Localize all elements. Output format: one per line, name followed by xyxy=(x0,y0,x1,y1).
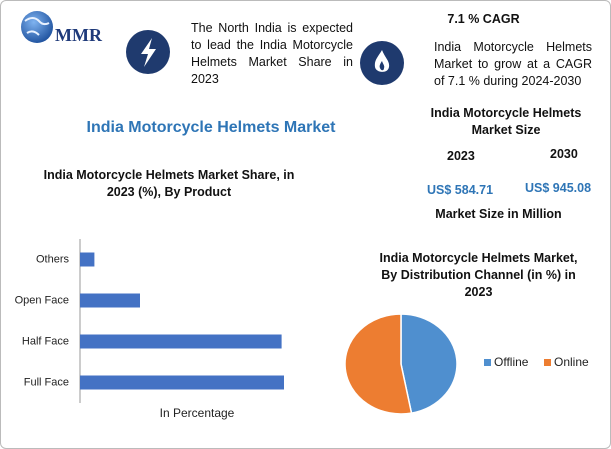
year-label: 2023 xyxy=(447,149,475,163)
market-size-value: US$ 584.71 xyxy=(427,183,494,197)
legend-label: Offline xyxy=(494,355,529,369)
pie-chart-title: India Motorcycle Helmets Market, By Dist… xyxy=(379,251,578,299)
legend-label: Online xyxy=(554,355,589,369)
bar xyxy=(80,375,284,390)
bar-chart-title: India Motorcycle Helmets Market Share, i… xyxy=(43,168,295,199)
bar xyxy=(80,334,282,349)
highlight-title: 7.1 % CAGR xyxy=(447,12,520,26)
bar xyxy=(80,252,95,267)
icon-flame xyxy=(360,41,404,85)
y-tick-label: Half Face xyxy=(22,335,69,347)
main-title: India Motorcycle Helmets Market xyxy=(86,119,336,136)
legend-marker xyxy=(484,359,491,366)
year-label: 2030 xyxy=(550,147,578,161)
highlight-text: The North India is expected to lead the … xyxy=(191,21,353,86)
pie-slice xyxy=(344,313,413,415)
bar xyxy=(80,293,140,308)
x-axis-label: In Percentage xyxy=(160,406,235,420)
logo-text: MMR xyxy=(55,25,103,45)
pie-slice xyxy=(400,313,458,414)
y-tick-label: Open Face xyxy=(15,294,69,306)
y-tick-label: Others xyxy=(36,253,70,265)
icon-bolt-glyph xyxy=(141,38,156,67)
logo-globe xyxy=(21,11,53,43)
y-tick-label: Full Face xyxy=(24,376,69,388)
highlight-text: India Motorcycle Helmets Market to grow … xyxy=(434,40,592,88)
icon-flame-glyph xyxy=(374,50,390,72)
market-size-value: US$ 945.08 xyxy=(525,181,592,195)
logo-globe-lines xyxy=(24,17,50,36)
legend-marker xyxy=(544,359,551,366)
market-size-title: India Motorcycle Helmets Market Size xyxy=(430,106,582,137)
market-size-note: Market Size in Million xyxy=(435,207,562,221)
